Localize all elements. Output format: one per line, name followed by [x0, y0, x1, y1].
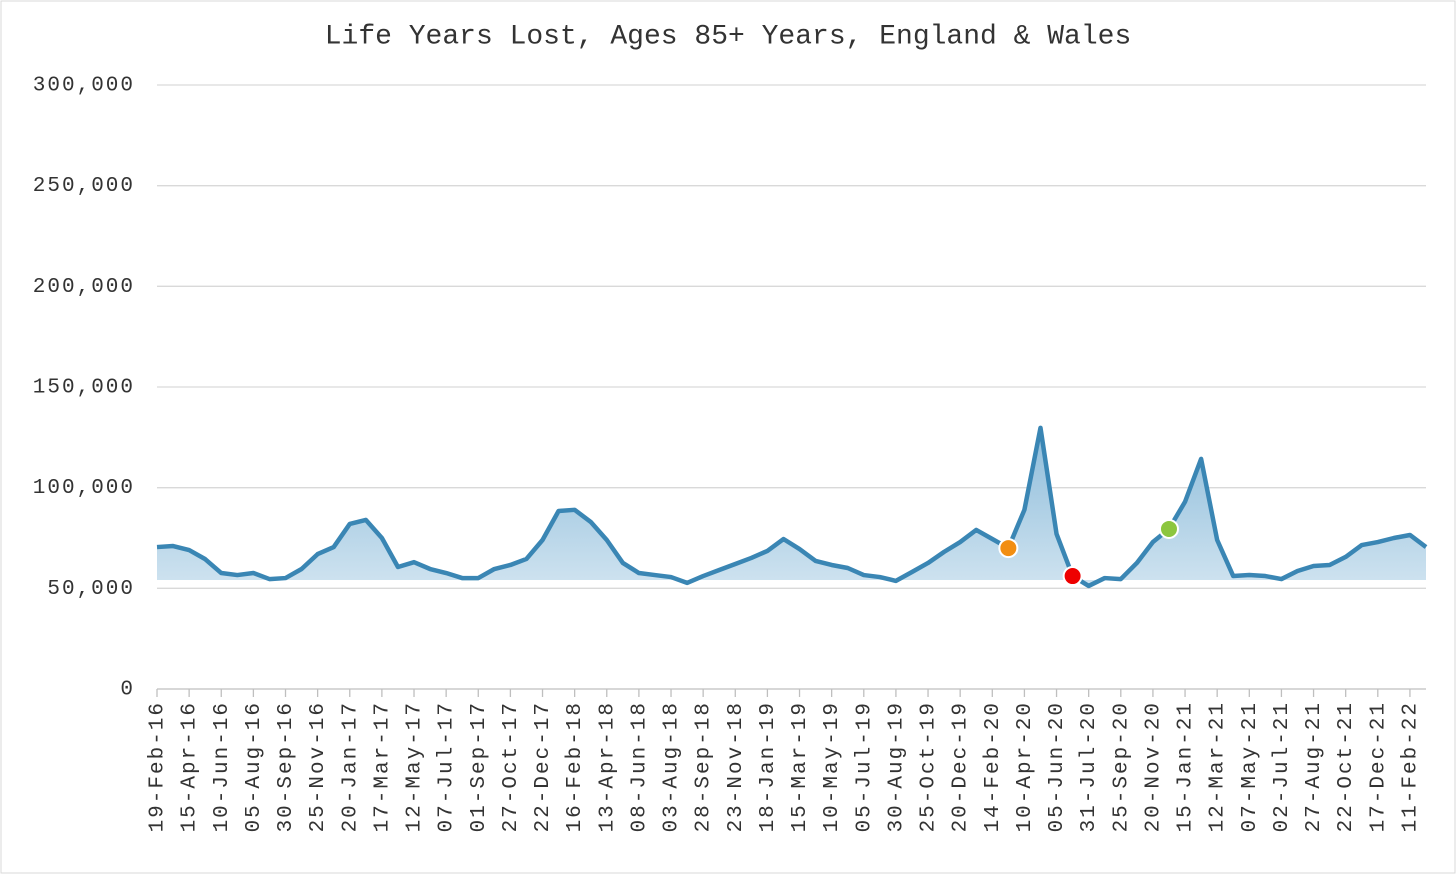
- x-tick-label: 23-Nov-18: [725, 701, 748, 832]
- x-tick-label: 02-Jul-21: [1271, 701, 1294, 832]
- x-tick-label: 20-Jan-17: [339, 701, 362, 832]
- x-tick-label: 01-Sep-17: [468, 701, 491, 832]
- y-tick-label: 0: [120, 679, 135, 702]
- y-tick-label: 200,000: [33, 276, 135, 299]
- x-tick-label: 12-Mar-21: [1207, 701, 1230, 832]
- y-tick-label: 100,000: [33, 477, 135, 500]
- y-tick-label: 150,000: [33, 377, 135, 400]
- x-tick-label: 17-Dec-21: [1367, 701, 1390, 832]
- x-tick-label: 11-Feb-22: [1399, 701, 1422, 832]
- x-tick-label: 15-Apr-16: [179, 701, 202, 832]
- x-tick-label: 07-Jul-17: [436, 701, 459, 832]
- x-tick-label: 08-Jun-18: [628, 701, 651, 832]
- x-tick-label: 17-Mar-17: [371, 701, 394, 832]
- highlight-point: [1062, 566, 1083, 587]
- x-tick-label: 31-Jul-20: [1078, 701, 1101, 832]
- x-tick-label: 03-Aug-18: [661, 701, 684, 832]
- x-tick-label: 13-Apr-18: [596, 701, 619, 832]
- chart-title: Life Years Lost, Ages 85+ Years, England…: [325, 21, 1132, 52]
- highlight-point: [998, 538, 1019, 559]
- x-tick-label: 30-Sep-16: [275, 701, 298, 832]
- x-tick-label: 28-Sep-18: [693, 701, 716, 832]
- highlight-point: [1158, 518, 1179, 539]
- line: [156, 425, 1428, 589]
- x-tick-label: 10-May-19: [821, 701, 844, 832]
- y-tick-label: 50,000: [47, 578, 135, 601]
- x-tick-label: 07-May-21: [1239, 701, 1262, 832]
- x-tick-label: 30-Aug-19: [885, 701, 908, 832]
- x-tick-label: 22-Dec-17: [532, 701, 555, 832]
- x-tick-label: 27-Aug-21: [1303, 701, 1326, 832]
- x-tick-label: 19-Feb-16: [147, 701, 170, 832]
- x-tick-label: 05-Jul-19: [853, 701, 876, 832]
- x-tick-label: 25-Oct-19: [918, 701, 941, 832]
- x-tick-label: 20-Dec-19: [950, 701, 973, 832]
- x-tick-label: 25-Sep-20: [1110, 701, 1133, 832]
- x-tick-label: 16-Feb-18: [564, 701, 587, 832]
- y-tick-label: 250,000: [33, 175, 135, 198]
- area: [157, 427, 1426, 586]
- x-tick-label: 05-Jun-20: [1046, 701, 1069, 832]
- x-tick-label: 25-Nov-16: [307, 701, 330, 832]
- x-tick-label: 18-Jan-19: [757, 701, 780, 832]
- x-tick-label: 05-Aug-16: [243, 701, 266, 832]
- x-tick-label: 10-Jun-16: [211, 701, 234, 832]
- x-tick-label: 12-May-17: [404, 701, 427, 832]
- x-tick-label: 15-Mar-19: [789, 701, 812, 832]
- x-tick-label: 20-Nov-20: [1142, 701, 1165, 832]
- y-tick-label: 300,000: [33, 75, 135, 98]
- x-tick-label: 22-Oct-21: [1335, 701, 1358, 832]
- x-tick-label: 27-Oct-17: [500, 701, 523, 832]
- x-tick-label: 15-Jan-21: [1175, 701, 1198, 832]
- x-tick-label: 10-Apr-20: [1014, 701, 1037, 832]
- x-tick-label: 14-Feb-20: [982, 701, 1005, 832]
